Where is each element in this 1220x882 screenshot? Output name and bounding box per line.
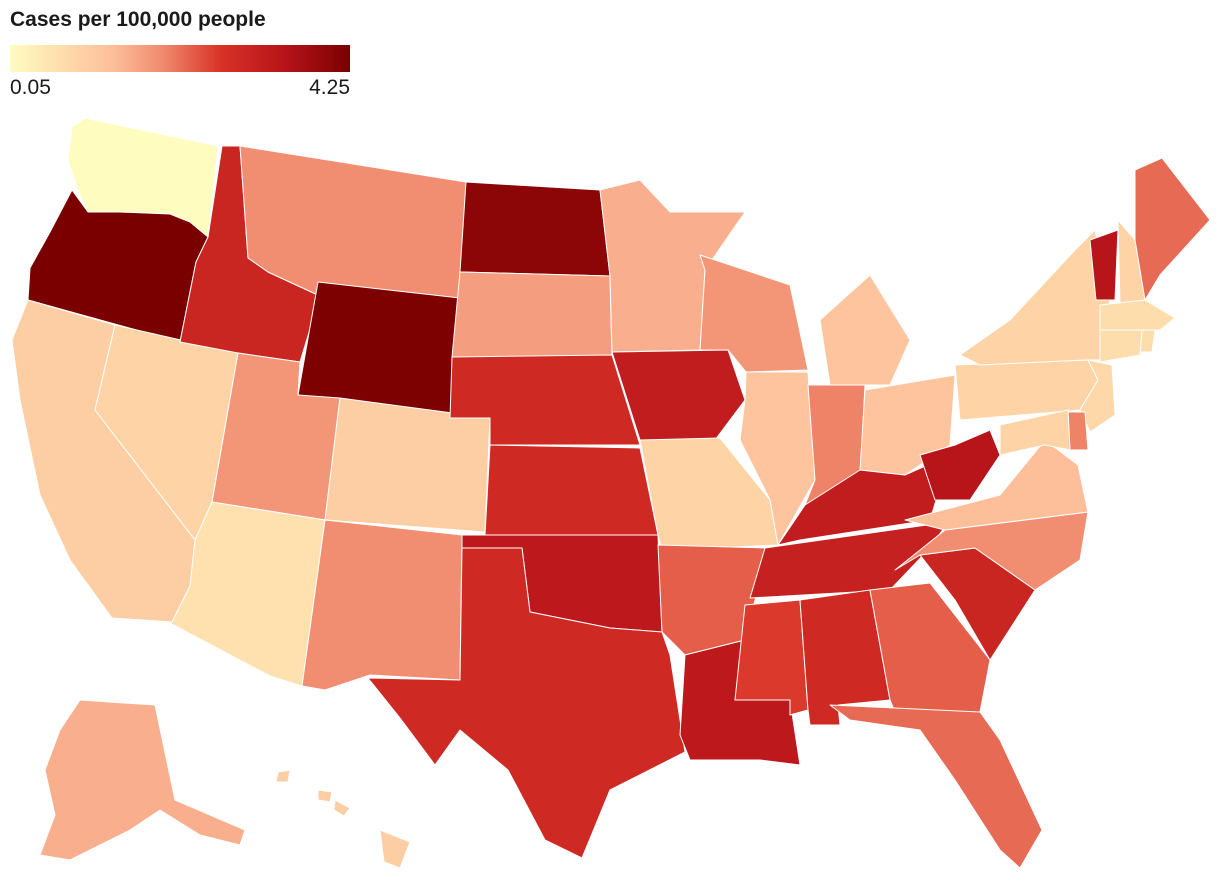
legend-min-label: 0.05 xyxy=(10,76,51,99)
state-ms xyxy=(734,599,809,716)
state-nm xyxy=(301,519,463,691)
state-ny xyxy=(959,229,1111,366)
legend-color-scale xyxy=(10,45,350,72)
state-ak xyxy=(39,699,246,861)
state-hi xyxy=(275,769,411,869)
state-nj xyxy=(1079,359,1116,433)
state-va xyxy=(904,439,1089,531)
state-wi xyxy=(699,254,809,373)
state-md xyxy=(999,409,1071,456)
state-pa xyxy=(954,359,1099,421)
state-sd xyxy=(451,271,613,361)
state-ri xyxy=(1139,329,1156,353)
state-ma xyxy=(1099,299,1176,331)
state-tn xyxy=(749,521,949,599)
state-tx xyxy=(367,547,686,859)
state-me xyxy=(1134,157,1211,301)
state-de xyxy=(1067,411,1089,451)
state-nd xyxy=(459,181,611,277)
state-ct xyxy=(1099,329,1143,363)
legend-title: Cases per 100,000 people xyxy=(10,8,266,31)
state-fl xyxy=(829,704,1043,869)
legend-max-label: 4.25 xyxy=(309,76,350,99)
state-ks xyxy=(484,444,659,536)
state-mi xyxy=(819,274,911,386)
state-vt xyxy=(1089,229,1119,301)
